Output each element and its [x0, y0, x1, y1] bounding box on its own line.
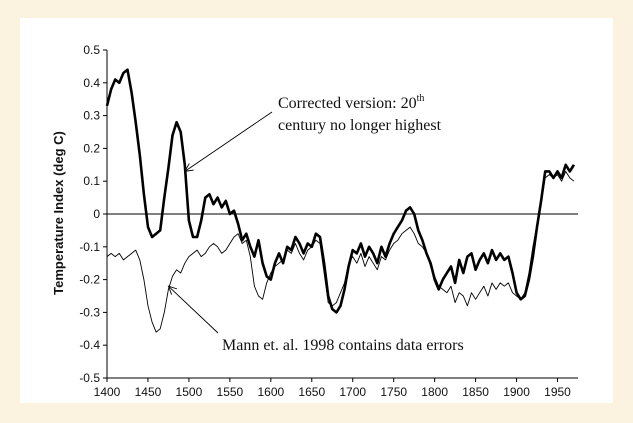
series-line-mann: [106, 170, 575, 333]
y-tick-label: 0.3: [83, 109, 100, 123]
x-tick-label: 1900: [503, 385, 530, 399]
y-tick-label: -0.1: [79, 240, 100, 254]
x-tick-label: 1450: [135, 385, 162, 399]
y-axis-label: Temperature Index (deg C): [51, 131, 66, 295]
arrowhead-mann: [167, 285, 178, 295]
x-tick-label: 1600: [257, 385, 284, 399]
x-tick-label: 1950: [544, 385, 571, 399]
y-tick-label: 0.2: [83, 141, 100, 155]
annotation-mann: Mann et. al. 1998 contains data errors: [222, 337, 464, 354]
y-tick-label: 0.4: [83, 76, 100, 90]
y-tick-label: 0.5: [83, 43, 100, 57]
y-ticks: 0.5 0.4 0.3 0.2 0.1 0 -0.1 -0.2 -0.3 -0.4 -0.5: [79, 43, 107, 385]
y-tick-label: -0.2: [79, 273, 100, 287]
x-tick-label: 1500: [176, 385, 203, 399]
y-tick-label: 0.1: [83, 174, 100, 188]
x-tick-label: 1800: [421, 385, 448, 399]
x-tick-label: 1850: [462, 385, 489, 399]
x-tick-label: 1400: [94, 385, 121, 399]
series-line-corrected: [105, 68, 576, 314]
x-tick-label: 1750: [380, 385, 407, 399]
arrow-mann: [168, 285, 219, 334]
x-tick-label: 1700: [339, 385, 366, 399]
annotation-corrected-line2: century no longer highest: [278, 117, 442, 134]
arrow-corrected: [184, 111, 273, 172]
y-tick-label: -0.4: [79, 338, 100, 352]
series-group: [105, 68, 576, 333]
y-tick-label: 0: [93, 207, 100, 221]
y-tick-label: -0.5: [79, 371, 100, 385]
y-tick-label: -0.3: [79, 305, 100, 319]
x-ticks: 1400 1450 1500 1550 1600 1650 1700 1750 1800 1850…: [94, 378, 571, 399]
annotation-corrected-line1: Corrected version: 20th: [278, 93, 424, 112]
x-tick-label: 1650: [298, 385, 325, 399]
annotations: Corrected version: 20th century no longe…: [167, 93, 464, 354]
arrowhead-corrected: [183, 163, 194, 172]
x-tick-label: 1550: [217, 385, 244, 399]
